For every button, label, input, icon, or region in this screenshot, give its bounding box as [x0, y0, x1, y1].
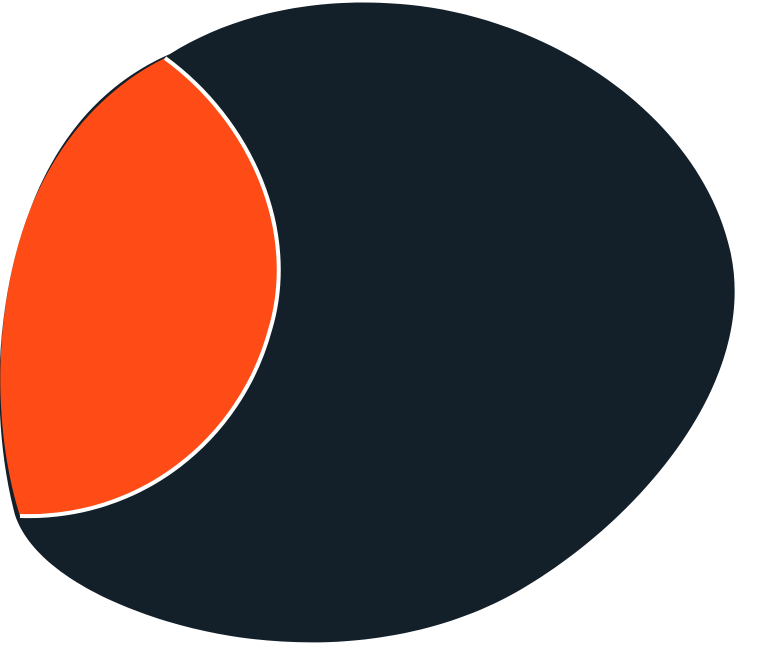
crescent-inner-edge	[19, 56, 281, 519]
orange-crescent-shape	[0, 58, 279, 517]
